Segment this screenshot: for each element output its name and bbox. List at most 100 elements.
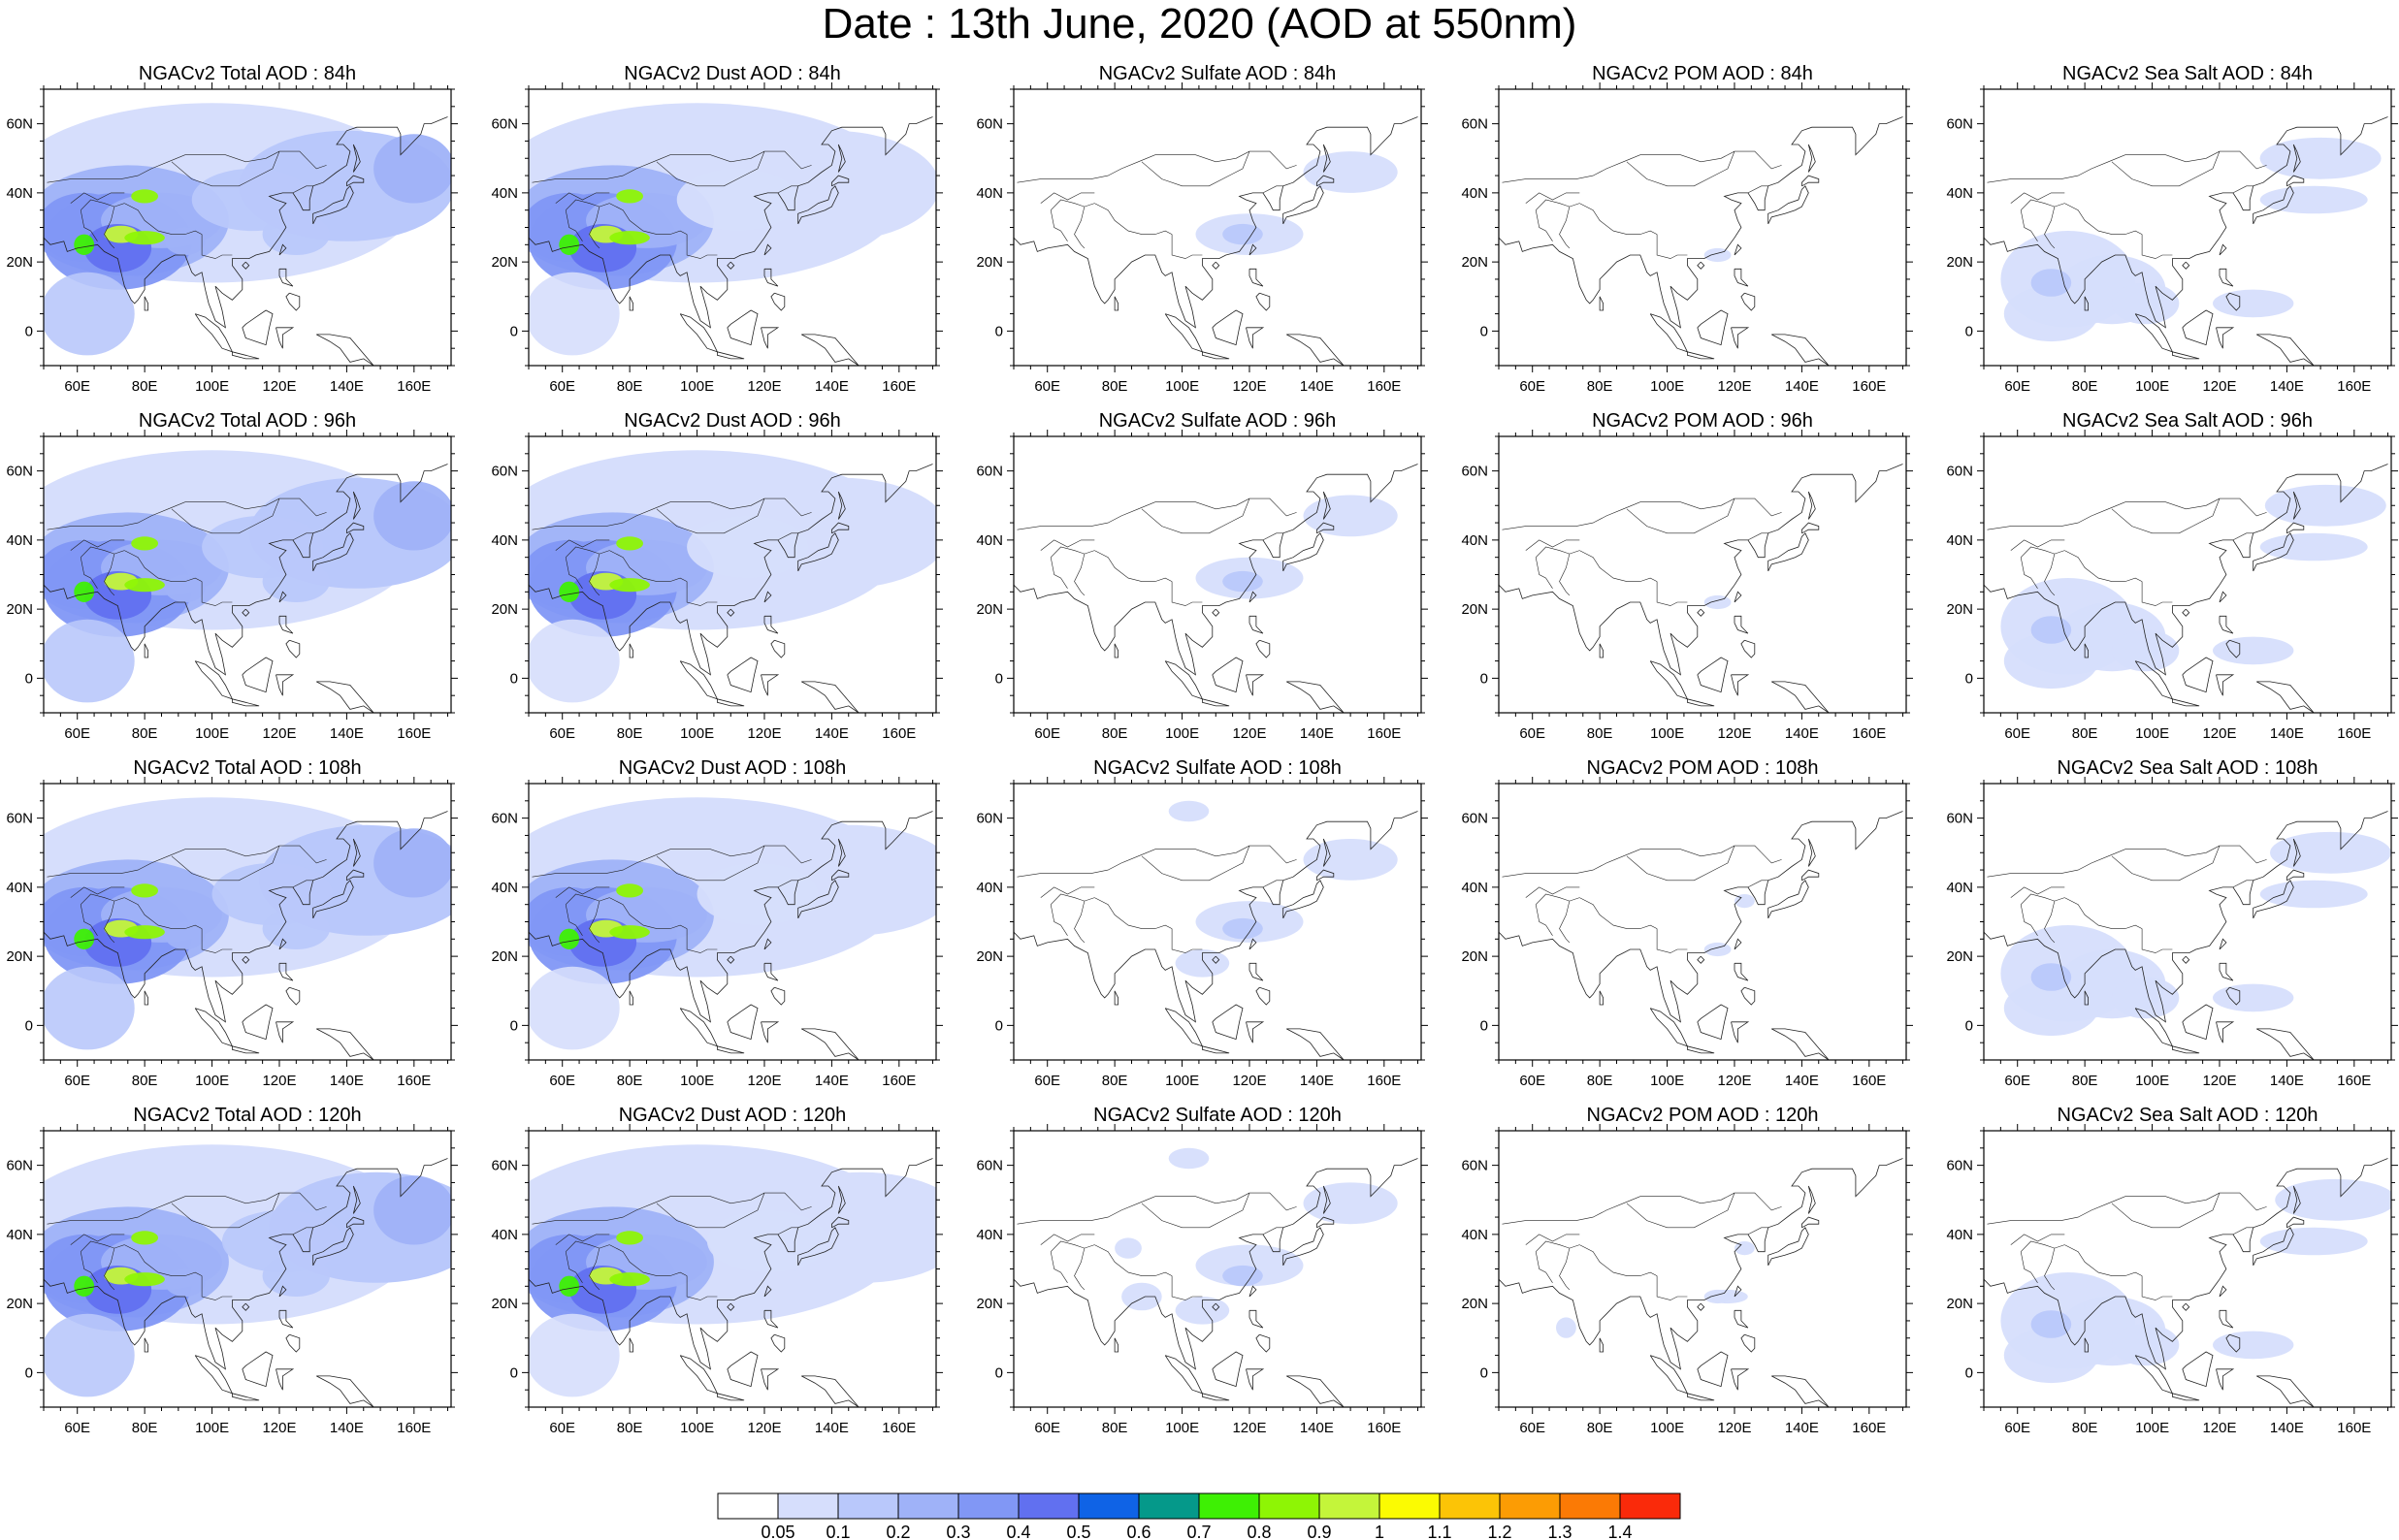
page-title: Date : 13th June, 2020 (AOD at 550nm) [822, 0, 1577, 48]
lon-tick-label: 120E [1717, 725, 1751, 742]
colorbar-label: 0.3 [946, 1523, 970, 1540]
lat-tick-label: 60N [1461, 116, 1488, 133]
colorbar-swatch [1258, 1492, 1320, 1520]
lon-tick-label: 80E [617, 725, 643, 742]
lon-tick-label: 100E [1165, 725, 1199, 742]
lon-tick-label: 120E [2202, 725, 2236, 742]
lon-tick-label: 100E [195, 1420, 229, 1436]
aod-map: 60E 80E 100E 120E 140E 160E 60N 40N 20N 0 [1461, 1124, 1913, 1436]
coastlines [1499, 116, 1903, 366]
lon-tick-label: 120E [747, 725, 781, 742]
map-panel: NGACv2 Dust AOD : 96h 60E 80E 100E 120E 140E 1… [491, 409, 943, 756]
lat-tick-label: 0 [25, 323, 33, 339]
map-panel: NGACv2 Total AOD : 108h 60E 80E 100E 120E 140… [6, 756, 458, 1104]
lon-tick-label: 120E [262, 1420, 296, 1436]
aod-map: 60E 80E 100E 120E 140E 160E 60N 40N 20N 0 [976, 777, 1428, 1089]
aod-field [1984, 1131, 2391, 1407]
lat-tick-label: 0 [995, 323, 1003, 339]
lon-tick-label: 140E [1300, 1073, 1334, 1089]
lat-tick-label: 60N [6, 464, 33, 480]
lat-tick-label: 20N [976, 948, 1003, 965]
colorbar-swatch [957, 1492, 1020, 1520]
aod-map: 60E 80E 100E 120E 140E 160E 60N 40N 20N 0 [1461, 82, 1913, 395]
colorbar-swatch [1078, 1492, 1140, 1520]
aod-field [1499, 784, 1906, 1060]
colorbar-label: 0.05 [761, 1523, 794, 1540]
panel-title: NGACv2 Sea Salt AOD : 120h [2057, 1105, 2318, 1126]
colorbar-swatch [1018, 1492, 1080, 1520]
lat-tick-label: 40N [6, 1227, 33, 1243]
lon-tick-label: 160E [397, 378, 431, 395]
panel-title: NGACv2 Sulfate AOD : 96h [1098, 410, 1337, 432]
panel-title: NGACv2 POM AOD : 96h [1592, 410, 1813, 432]
lon-tick-label: 160E [2337, 1073, 2371, 1089]
lat-tick-label: 40N [491, 532, 518, 549]
lon-tick-label: 80E [2072, 725, 2098, 742]
lat-tick-label: 20N [976, 254, 1003, 271]
lat-tick-label: 20N [1946, 601, 1973, 618]
map-panel: NGACv2 Total AOD : 84h 60E 80E 100E 120E 140E… [6, 62, 458, 409]
lon-tick-label: 160E [1852, 378, 1886, 395]
lon-tick-label: 160E [1367, 378, 1401, 395]
lat-tick-label: 40N [1946, 880, 1973, 896]
aod-map: 60E 80E 100E 120E 140E 160E 60N 40N 20N 0 [491, 430, 943, 742]
colorbar-swatch [777, 1492, 839, 1520]
lon-tick-label: 60E [1034, 725, 1060, 742]
lon-tick-label: 100E [195, 725, 229, 742]
lon-tick-label: 160E [882, 725, 916, 742]
lat-tick-label: 40N [491, 185, 518, 202]
lat-tick-label: 60N [6, 1158, 33, 1174]
lon-tick-label: 160E [1367, 1420, 1401, 1436]
aod-field [1014, 436, 1421, 713]
lon-tick-label: 160E [2337, 725, 2371, 742]
lon-tick-label: 60E [1034, 1073, 1060, 1089]
lon-tick-label: 60E [1519, 1420, 1545, 1436]
coastlines [1014, 811, 1418, 1060]
colorbar-label: 0.7 [1186, 1523, 1211, 1540]
lat-tick-label: 60N [491, 116, 518, 133]
colorbar-label: 0.5 [1066, 1523, 1090, 1540]
lon-tick-label: 100E [2135, 1073, 2169, 1089]
colorbar-label: 0.6 [1126, 1523, 1151, 1540]
map-panel: NGACv2 Total AOD : 120h 60E 80E 100E 120E 140… [6, 1104, 458, 1451]
map-panel: NGACv2 POM AOD : 108h 60E 80E 100E 120E 140E 1… [1461, 756, 1913, 1104]
lon-tick-label: 160E [1367, 1073, 1401, 1089]
lon-tick-label: 120E [747, 378, 781, 395]
lat-tick-label: 40N [1946, 185, 1973, 202]
lon-tick-label: 140E [815, 1420, 849, 1436]
aod-field [529, 1131, 936, 1407]
colorbar-label: 1.1 [1427, 1523, 1451, 1540]
lon-tick-label: 60E [1034, 1420, 1060, 1436]
lat-tick-label: 60N [976, 116, 1003, 133]
lon-tick-label: 60E [549, 1420, 575, 1436]
lat-tick-label: 60N [491, 811, 518, 827]
lon-tick-label: 60E [64, 1420, 90, 1436]
colorbar-label: 1 [1375, 1523, 1384, 1540]
lon-tick-label: 80E [1102, 1073, 1128, 1089]
map-panel: NGACv2 Sulfate AOD : 84h 60E 80E 100E 120E 14… [976, 62, 1428, 409]
lon-tick-label: 120E [747, 1073, 781, 1089]
colorbar-swatch [837, 1492, 899, 1520]
lat-tick-label: 60N [491, 464, 518, 480]
panel-title: NGACv2 Total AOD : 120h [133, 1105, 362, 1126]
aod-map: 60E 80E 100E 120E 140E 160E 60N 40N 20N 0 [6, 777, 458, 1089]
panel-title: NGACv2 POM AOD : 120h [1586, 1105, 1819, 1126]
lon-tick-label: 160E [1852, 1073, 1886, 1089]
colorbar-swatch [1318, 1492, 1380, 1520]
lat-tick-label: 20N [1946, 1296, 1973, 1312]
lon-tick-label: 100E [680, 725, 714, 742]
lon-tick-label: 60E [549, 1073, 575, 1089]
lat-tick-label: 60N [6, 116, 33, 133]
map-panel: NGACv2 POM AOD : 96h 60E 80E 100E 120E 140E 16… [1461, 409, 1913, 756]
lon-tick-label: 60E [64, 725, 90, 742]
lon-tick-label: 100E [680, 1420, 714, 1436]
lon-tick-label: 160E [882, 1420, 916, 1436]
lat-tick-label: 0 [1480, 323, 1488, 339]
colorbar-label: 0.4 [1006, 1523, 1030, 1540]
lat-tick-label: 20N [491, 948, 518, 965]
lon-tick-label: 160E [2337, 1420, 2371, 1436]
aod-map: 60E 80E 100E 120E 140E 160E 60N 40N 20N 0 [491, 82, 943, 395]
lat-tick-label: 0 [995, 1364, 1003, 1381]
colorbar-swatch [897, 1492, 959, 1520]
lon-tick-label: 120E [1232, 725, 1266, 742]
